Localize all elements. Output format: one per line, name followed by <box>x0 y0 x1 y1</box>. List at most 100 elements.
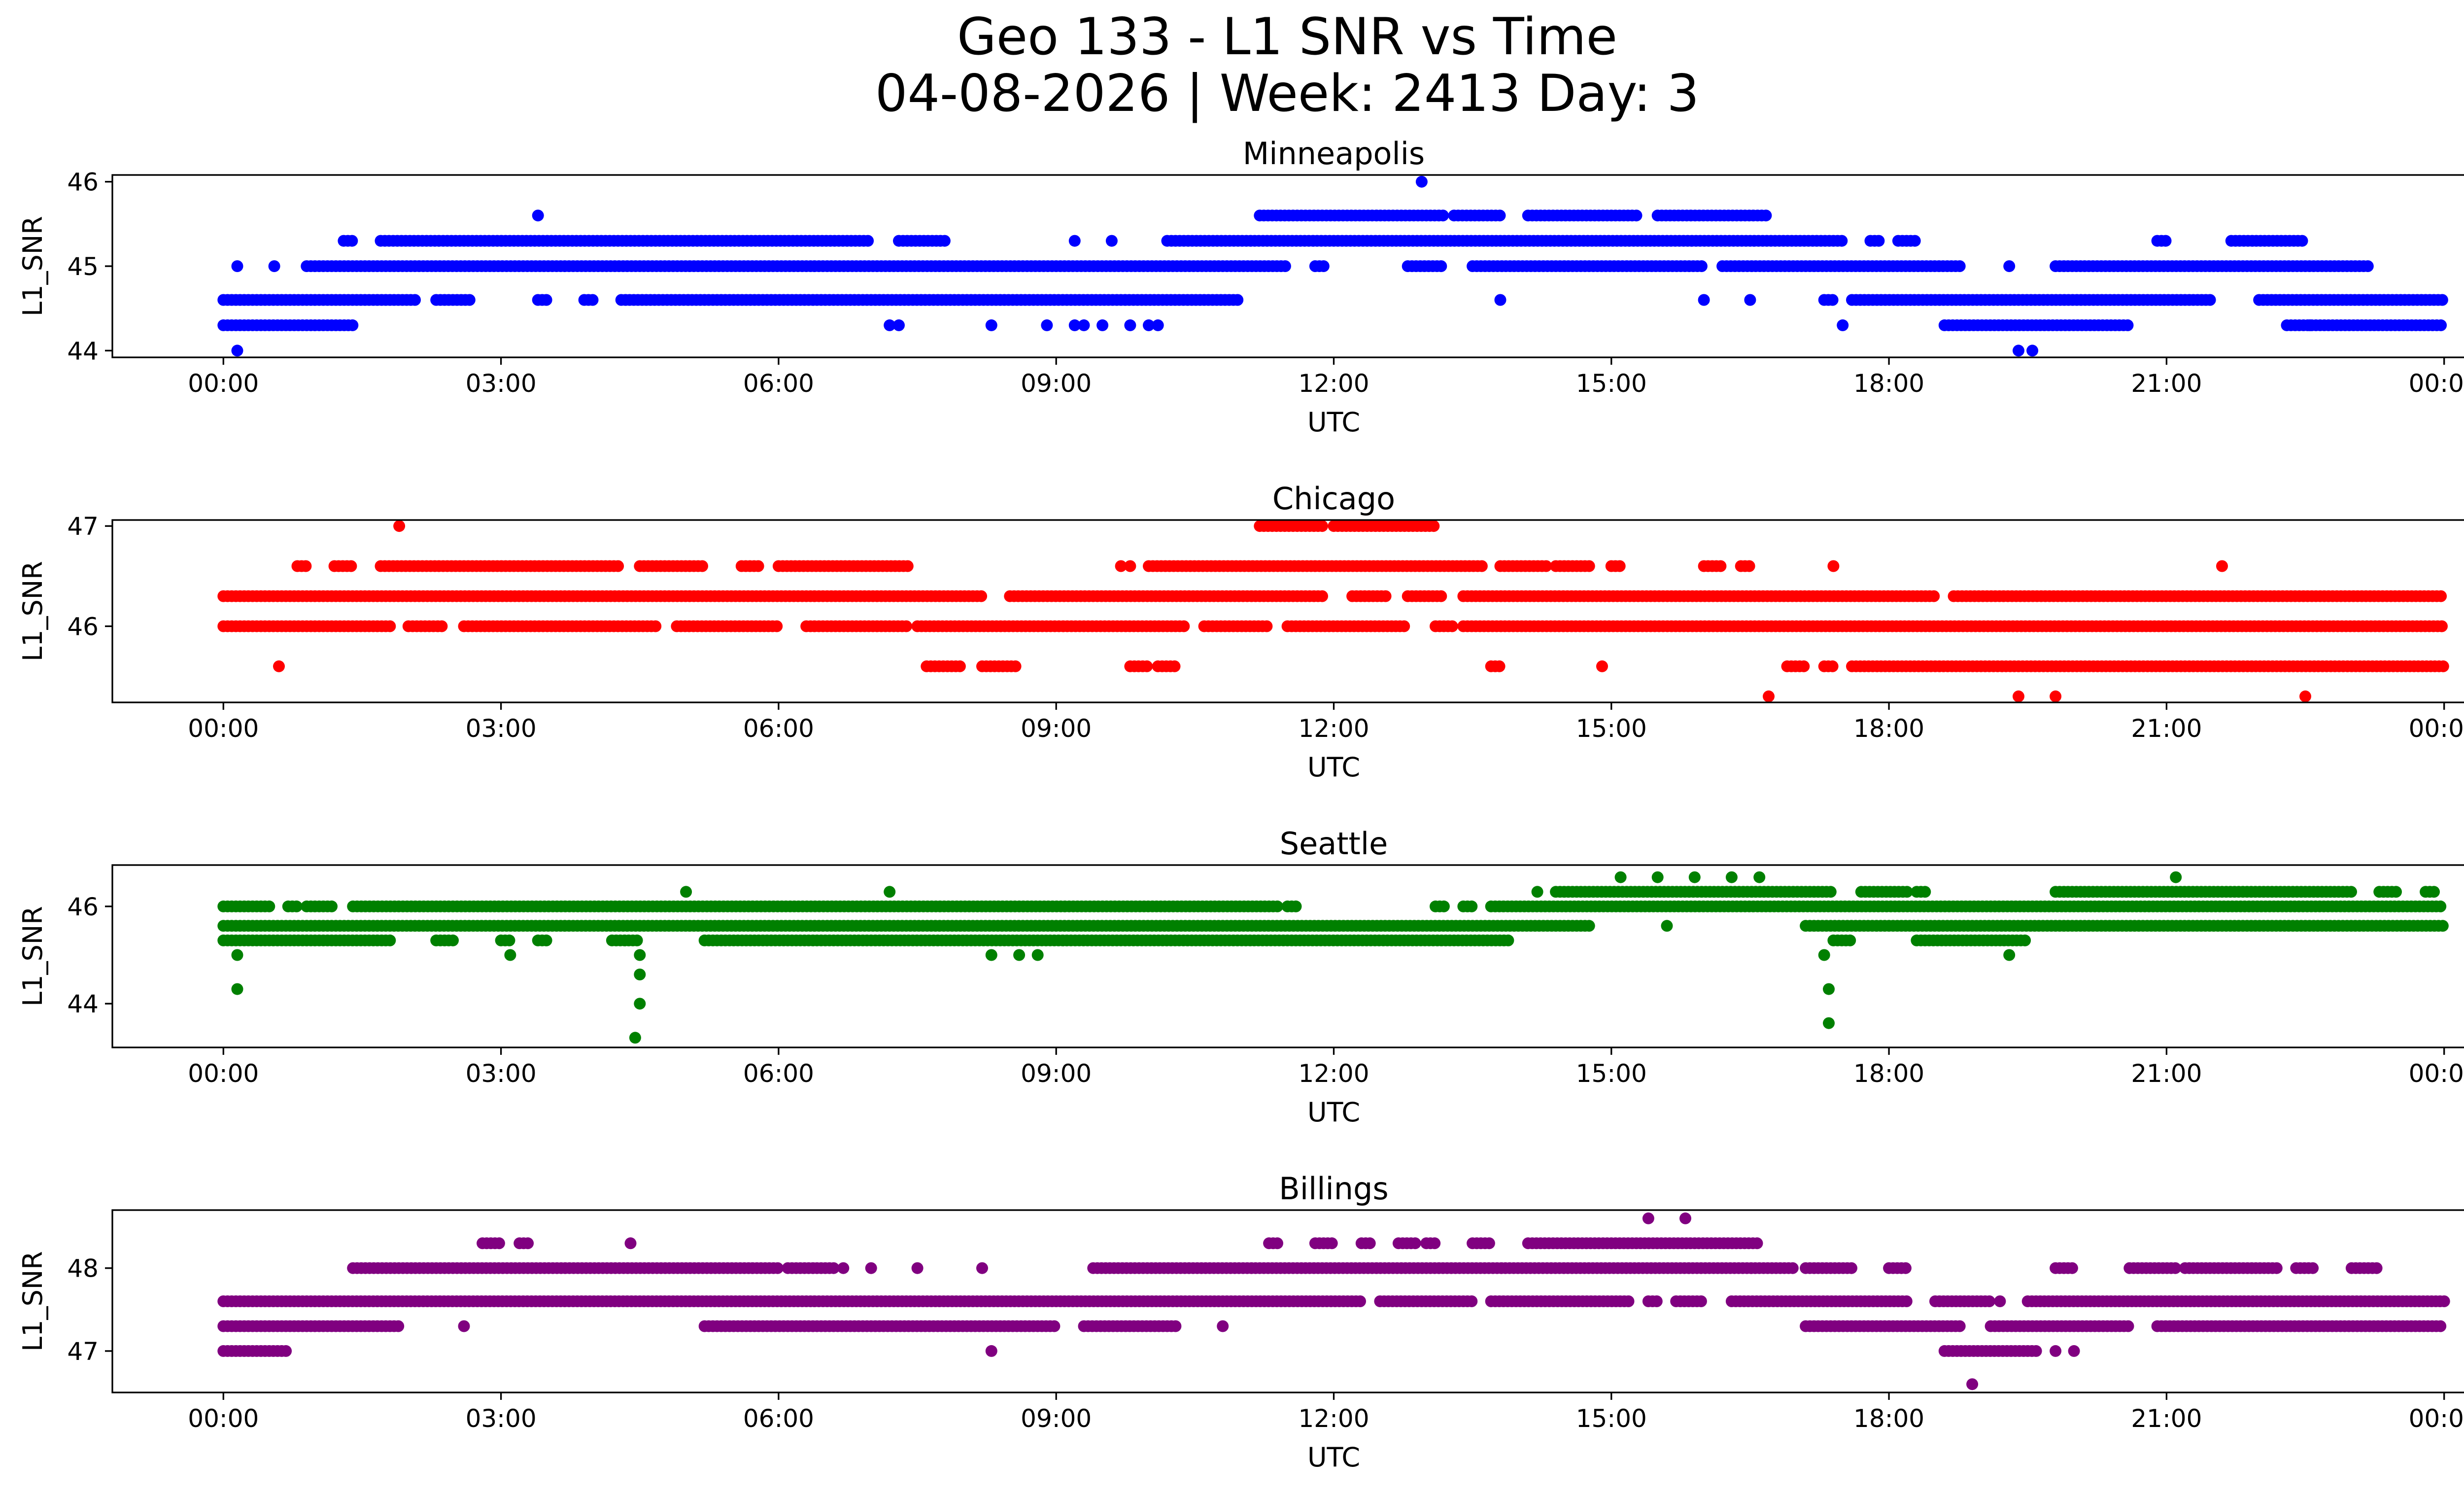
data-point <box>975 590 988 602</box>
data-point <box>2299 690 2311 702</box>
data-point <box>1763 690 1775 702</box>
data-point <box>1826 660 1839 672</box>
x-tick-label: 03:00 <box>466 714 537 743</box>
data-point <box>1354 1295 1366 1307</box>
x-tick-label: 09:00 <box>1021 1059 1092 1088</box>
data-point <box>629 1032 641 1044</box>
data-point <box>1031 949 1044 961</box>
data-point <box>231 949 243 961</box>
x-tick-label: 00:00 <box>188 369 259 398</box>
data-point <box>1428 520 1440 532</box>
data-point <box>1688 871 1701 883</box>
data-point <box>634 949 646 961</box>
data-point <box>1725 871 1738 883</box>
data-point <box>1919 886 1931 898</box>
data-point <box>2204 294 2216 306</box>
y-tick-label: 46 <box>67 893 99 921</box>
data-point <box>1178 620 1190 632</box>
data-point <box>680 886 692 898</box>
x-tick-label: 06:00 <box>743 714 814 743</box>
y-tick-label: 47 <box>67 512 99 541</box>
x-tick-label: 12:00 <box>1298 1059 1369 1088</box>
y-tick-label: 46 <box>67 168 99 197</box>
data-point <box>1760 209 1772 222</box>
data-point <box>1096 319 1109 331</box>
data-point <box>1695 1295 1707 1307</box>
data-point <box>1698 294 1710 306</box>
data-point <box>1873 235 1885 247</box>
data-point <box>1078 319 1090 331</box>
data-point <box>263 900 275 912</box>
data-point <box>634 998 646 1010</box>
data-point <box>1279 260 1291 272</box>
figure-title-line1: Geo 133 - L1 SNR vs Time <box>957 7 1617 67</box>
data-point <box>1435 260 1447 272</box>
data-point <box>1013 949 1026 961</box>
data-point <box>1823 983 1835 995</box>
data-point <box>985 949 997 961</box>
data-point <box>384 934 396 946</box>
data-point <box>901 560 914 572</box>
data-point <box>631 934 643 946</box>
data-point <box>1009 660 1022 672</box>
x-tick-label: 00:00 <box>2409 369 2464 398</box>
data-point <box>1900 1295 1913 1307</box>
data-point <box>1068 319 1081 331</box>
data-point <box>1823 1017 1835 1029</box>
data-point <box>954 660 966 672</box>
data-point <box>2050 690 2062 702</box>
x-tick-label: 03:00 <box>466 1059 537 1088</box>
data-point <box>300 560 312 572</box>
x-tick-label: 00:00 <box>2409 714 2464 743</box>
data-point <box>1714 560 1727 572</box>
data-point <box>1836 235 1848 247</box>
data-point <box>2013 690 2024 702</box>
data-point <box>1152 319 1164 331</box>
data-point <box>1953 260 1966 272</box>
data-point <box>1651 871 1664 883</box>
data-point <box>1316 520 1328 532</box>
data-point <box>392 1320 405 1332</box>
x-tick-label: 21:00 <box>2131 714 2202 743</box>
data-point <box>893 319 905 331</box>
data-point <box>1753 871 1766 883</box>
x-axis-label: UTC <box>1307 407 1360 438</box>
data-point <box>1437 209 1449 222</box>
data-point <box>1435 590 1447 602</box>
data-point <box>2170 871 2182 883</box>
y-axis-label: L1_SNR <box>17 906 48 1007</box>
data-point <box>1316 590 1328 602</box>
data-point <box>346 235 358 247</box>
data-point <box>900 620 912 632</box>
data-point <box>2438 1295 2450 1307</box>
data-point <box>231 260 243 272</box>
data-point <box>1826 294 1839 306</box>
data-point <box>2304 319 2316 331</box>
data-point <box>2436 294 2448 306</box>
data-point <box>1827 560 1840 572</box>
x-tick-label: 06:00 <box>743 369 814 398</box>
x-tick-label: 12:00 <box>1298 714 1369 743</box>
data-point <box>1437 900 1450 912</box>
data-point <box>345 560 357 572</box>
data-point <box>1583 560 1595 572</box>
data-point <box>2428 886 2440 898</box>
data-point <box>1622 1295 1635 1307</box>
data-point <box>540 934 552 946</box>
data-point <box>2296 235 2308 247</box>
data-point <box>1168 660 1181 672</box>
data-point <box>1661 920 1673 932</box>
subplot-title: Chicago <box>1272 481 1395 517</box>
x-tick-label: 21:00 <box>2131 1059 2202 1088</box>
data-point <box>1583 920 1595 932</box>
data-point <box>1909 235 1921 247</box>
data-point <box>1837 319 1849 331</box>
data-point <box>1493 660 1506 672</box>
data-points <box>217 175 2448 357</box>
data-point <box>1744 294 1756 306</box>
data-points <box>217 871 2449 1044</box>
data-point <box>346 319 359 331</box>
data-point <box>1415 175 1428 188</box>
